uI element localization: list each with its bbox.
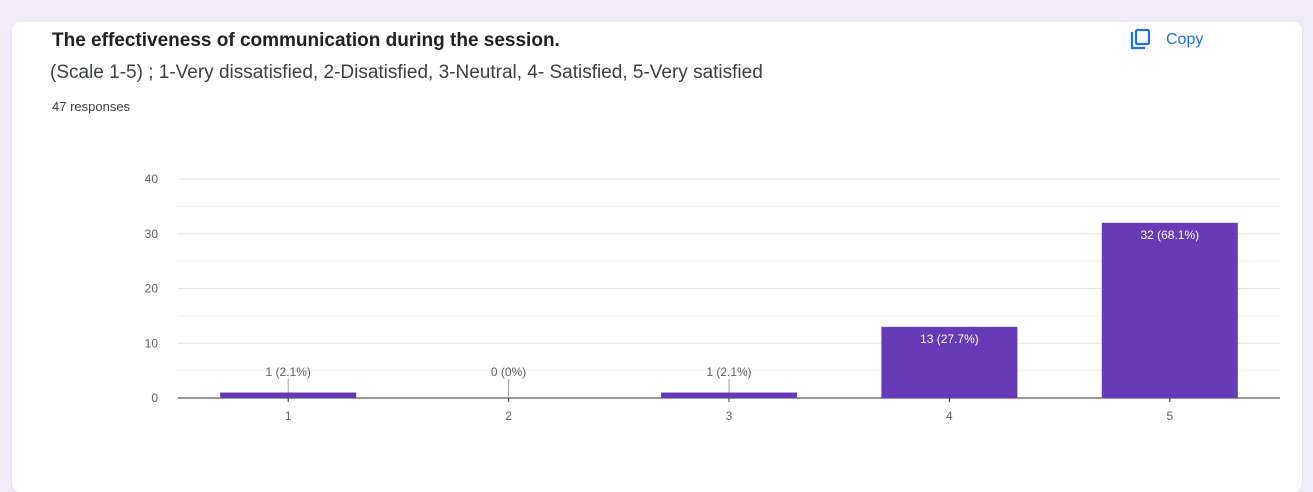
question-card xyxy=(12,22,1302,492)
bar xyxy=(1101,222,1238,398)
data-label: 13 (27.7%) xyxy=(920,332,979,346)
y-tick-label: 40 xyxy=(145,172,159,186)
bar xyxy=(661,392,797,398)
bar xyxy=(881,326,1018,398)
copy-chart-button[interactable]: Copy xyxy=(1128,26,1203,54)
data-label: 1 (2.1%) xyxy=(266,365,311,379)
response-count: 47 responses xyxy=(52,99,131,114)
y-tick-label: 10 xyxy=(145,336,159,350)
x-tick-label: 4 xyxy=(946,409,953,423)
y-tick-label: 30 xyxy=(145,227,159,241)
bar-chart: 0 10 20 30 40 1 1 (2.1%) 2 0 (0%) 3 1 (2.1%) 4 13 (2… xyxy=(145,172,1280,423)
question-title: The effectiveness of communication durin… xyxy=(52,30,560,51)
data-label: 0 (0%) xyxy=(491,365,526,379)
x-tick-label: 1 xyxy=(285,409,292,423)
data-label: 1 (2.1%) xyxy=(706,365,751,379)
data-label: 32 (68.1%) xyxy=(1140,228,1199,242)
bar xyxy=(220,392,357,398)
x-tick-label: 3 xyxy=(726,409,733,423)
copy-label: Copy xyxy=(1166,31,1204,48)
x-tick-label: 2 xyxy=(505,409,512,423)
question-description: (Scale 1-5) ; 1-Very dissatisfied, 2-Dis… xyxy=(50,62,763,83)
x-tick-label: 5 xyxy=(1166,409,1173,423)
y-tick-label: 0 xyxy=(151,391,158,405)
y-tick-label: 20 xyxy=(145,282,159,296)
copy-icon xyxy=(1128,28,1152,52)
